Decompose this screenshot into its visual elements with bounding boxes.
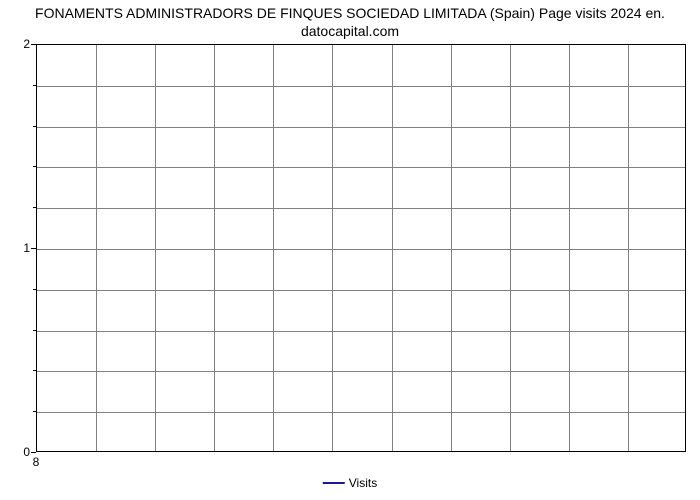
chart-container: FONAMENTS ADMINISTRADORS DE FINQUES SOCI… — [0, 0, 700, 500]
grid-line-horizontal — [37, 208, 685, 209]
y-axis-minor-tick — [33, 85, 36, 86]
y-axis-minor-tick — [33, 166, 36, 167]
grid-line-horizontal — [37, 249, 685, 250]
y-axis-tick-mark — [31, 452, 36, 453]
x-axis-tick-label: 8 — [33, 455, 40, 469]
y-axis-minor-tick — [33, 289, 36, 290]
chart-title-line2: datocapital.com — [301, 23, 399, 39]
grid-line-vertical — [273, 45, 274, 451]
y-axis-tick-mark — [31, 248, 36, 249]
y-axis-minor-tick — [33, 370, 36, 371]
grid-line-vertical — [96, 45, 97, 451]
grid-line-horizontal — [37, 371, 685, 372]
grid-line-vertical — [569, 45, 570, 451]
legend: Visits — [323, 476, 377, 490]
grid-line-horizontal — [37, 167, 685, 168]
grid-line-horizontal — [37, 127, 685, 128]
grid-line-horizontal — [37, 290, 685, 291]
grid-line-vertical — [451, 45, 452, 451]
grid-line-vertical — [332, 45, 333, 451]
y-axis-minor-tick — [33, 126, 36, 127]
grid-line-horizontal — [37, 331, 685, 332]
y-axis-tick-label: 1 — [6, 241, 30, 255]
y-axis-tick-label: 0 — [6, 445, 30, 459]
grid-line-vertical — [628, 45, 629, 451]
y-axis-minor-tick — [33, 411, 36, 412]
y-axis-minor-tick — [33, 330, 36, 331]
grid-line-vertical — [510, 45, 511, 451]
y-axis-tick-label: 2 — [6, 37, 30, 51]
chart-title: FONAMENTS ADMINISTRADORS DE FINQUES SOCI… — [0, 4, 700, 40]
y-axis-minor-tick — [33, 207, 36, 208]
grid-line-vertical — [155, 45, 156, 451]
chart-title-line1: FONAMENTS ADMINISTRADORS DE FINQUES SOCI… — [35, 5, 665, 21]
grid-line-vertical — [392, 45, 393, 451]
legend-label: Visits — [349, 476, 377, 490]
legend-swatch — [323, 482, 345, 484]
grid-line-vertical — [214, 45, 215, 451]
grid-line-horizontal — [37, 412, 685, 413]
y-axis-tick-mark — [31, 44, 36, 45]
grid-line-horizontal — [37, 86, 685, 87]
plot-area — [36, 44, 686, 452]
